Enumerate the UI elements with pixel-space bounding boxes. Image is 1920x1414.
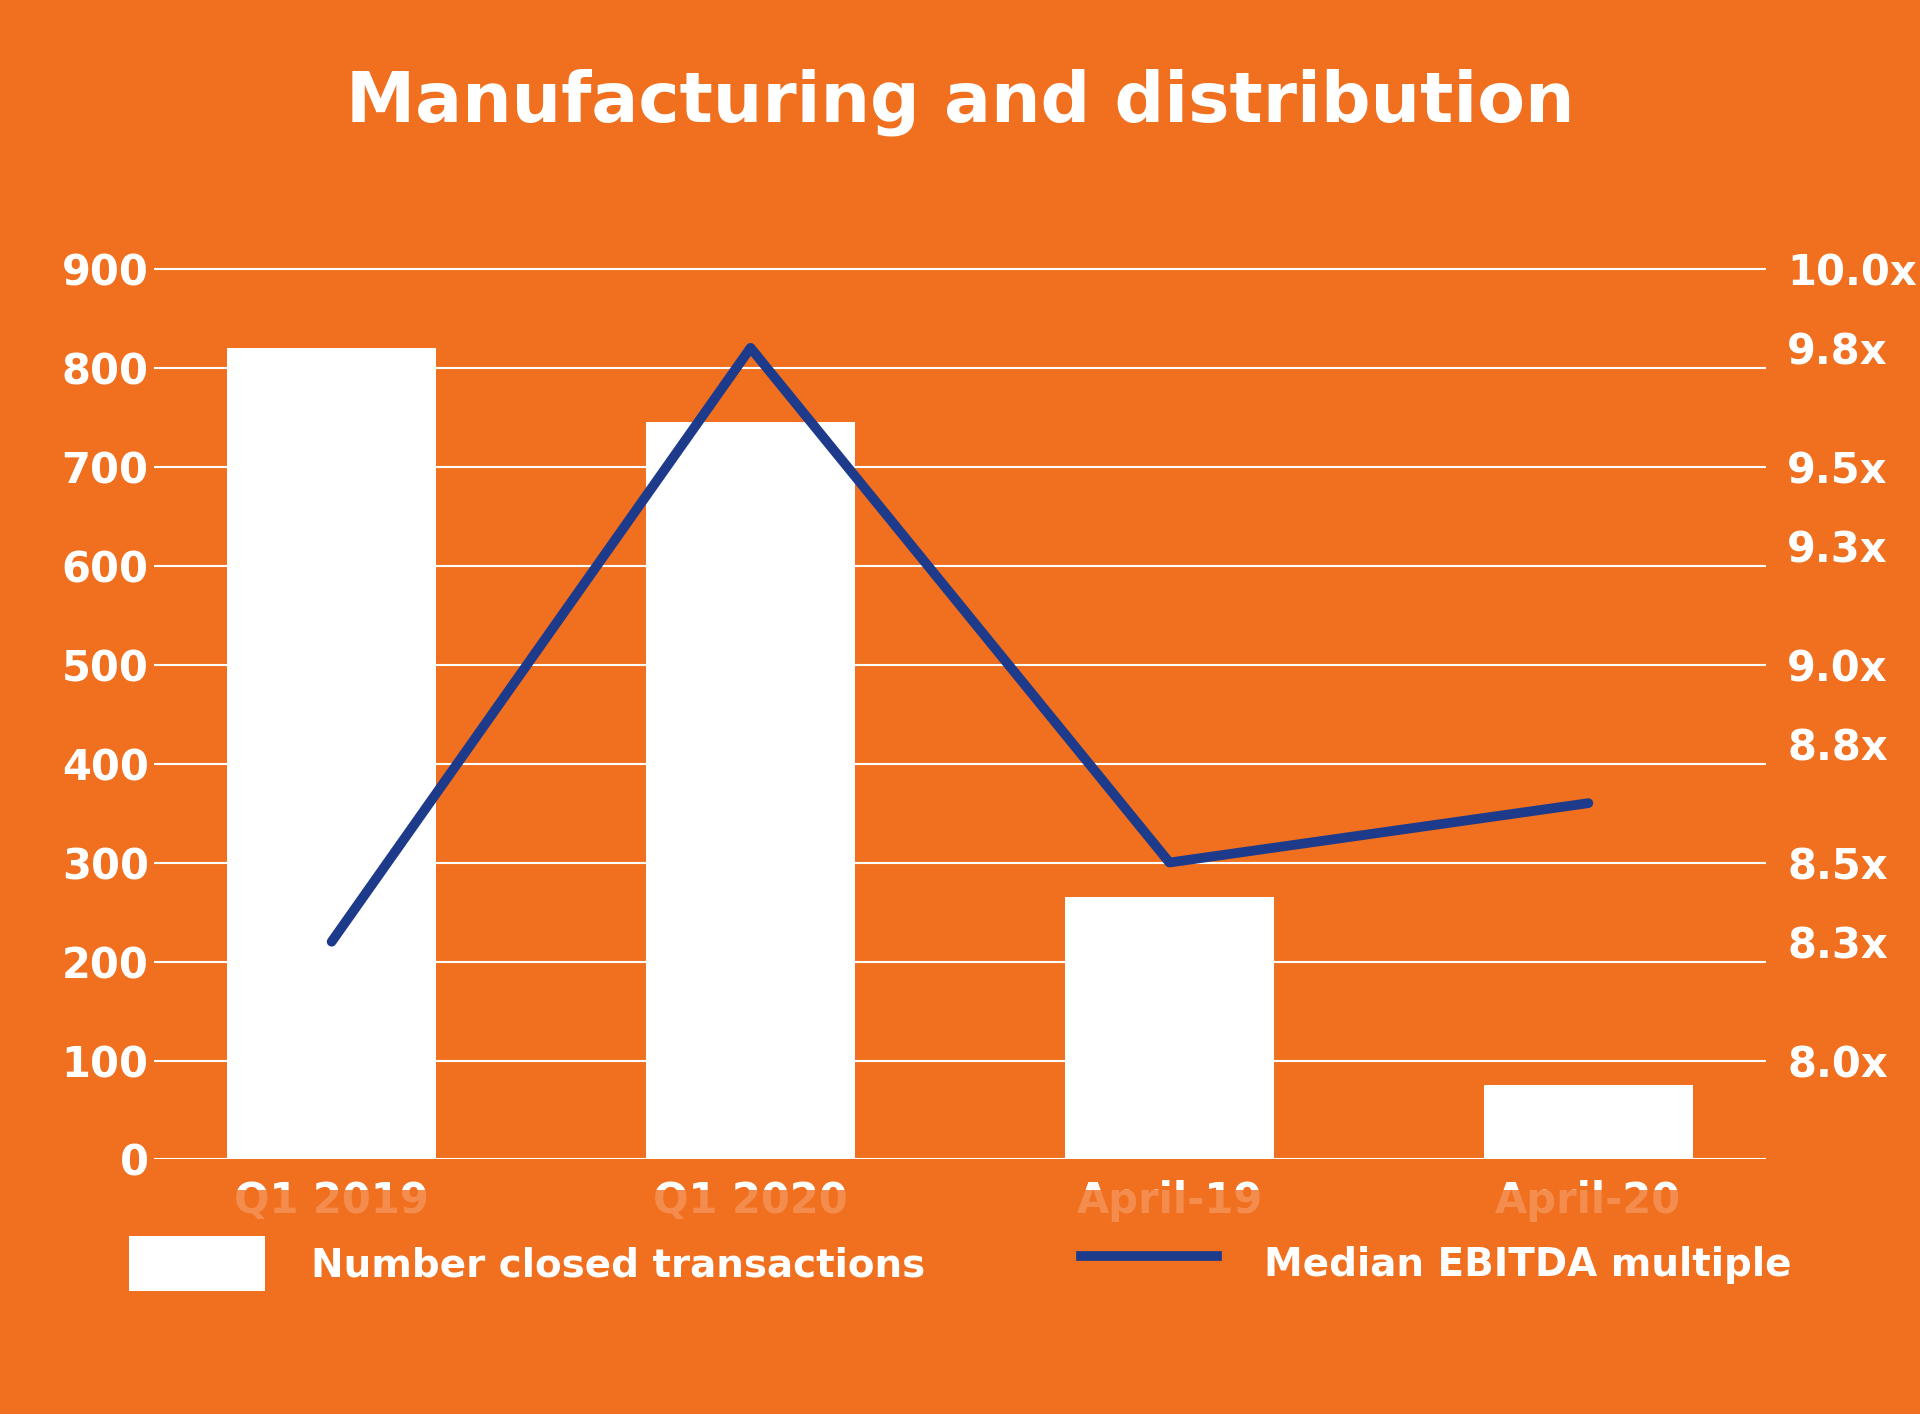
Bar: [227, 348, 436, 1159]
Bar: [1484, 1086, 1693, 1159]
Legend: Number closed transactions, Median EBITDA multiple: Number closed transactions, Median EBITD…: [83, 1189, 1837, 1338]
Title: Manufacturing and distribution: Manufacturing and distribution: [346, 68, 1574, 136]
Bar: [1066, 898, 1275, 1159]
Bar: [645, 421, 854, 1159]
